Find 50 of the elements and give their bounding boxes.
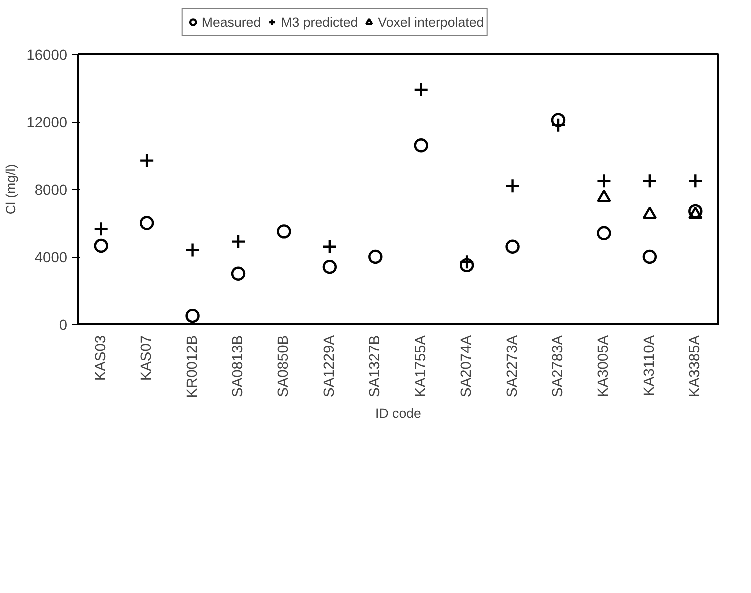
- point: [231, 266, 246, 281]
- point: [459, 254, 475, 270]
- point: [94, 222, 109, 237]
- point: [230, 234, 246, 250]
- x-tick-label: KA3005A: [596, 335, 612, 398]
- x-tick-label: KAS07: [139, 335, 156, 382]
- point: [551, 113, 566, 128]
- point: [186, 308, 200, 324]
- y-tick-label: 4000: [34, 250, 68, 266]
- y-tick-label: 0: [59, 318, 68, 334]
- x-tick-label: SA2074A: [459, 335, 476, 398]
- x-tick-label: KA3385A: [688, 335, 704, 398]
- legend-label: Measured: [202, 14, 262, 30]
- point: [688, 204, 703, 219]
- x-tick-label: SA0813B: [230, 335, 246, 398]
- point: [642, 173, 658, 189]
- x-tick-label: SA2273A: [504, 335, 521, 398]
- y-tick-label: 16000: [26, 48, 68, 64]
- point: [642, 250, 658, 264]
- x-axis-title: ID code: [376, 406, 422, 422]
- point: [414, 82, 429, 98]
- x-tick-label: KA3110A: [642, 335, 658, 396]
- legend-label: M3 predicted: [281, 14, 358, 30]
- point: [277, 224, 292, 239]
- point: [688, 173, 704, 189]
- y-tick-label: 8000: [34, 183, 68, 199]
- point: [460, 258, 474, 273]
- point: [597, 226, 612, 240]
- point: [94, 238, 108, 254]
- x-tick-label: SA1229A: [322, 335, 338, 398]
- y-axis-title: Cl (mg/l): [4, 164, 19, 215]
- point: [550, 118, 566, 133]
- x-tick-label: KA1755A: [413, 335, 430, 398]
- point: [506, 240, 520, 254]
- x-tick-label: SA1327B: [368, 335, 384, 398]
- x-tick-label: KAS03: [93, 335, 110, 382]
- point: [414, 138, 428, 153]
- x-tick-label: SA0850B: [276, 335, 292, 398]
- point: [322, 260, 338, 274]
- y-tick-label: 12000: [26, 116, 68, 132]
- x-tick-label: KR0012B: [184, 335, 201, 398]
- point: [596, 173, 612, 189]
- legend-label: Voxel interpolated: [378, 14, 484, 30]
- point: [505, 178, 520, 194]
- point: [140, 216, 154, 230]
- point: [139, 153, 155, 168]
- point: [185, 242, 200, 258]
- point: [322, 239, 338, 254]
- x-tick-label: SA2783A: [550, 335, 566, 398]
- point: [368, 250, 383, 264]
